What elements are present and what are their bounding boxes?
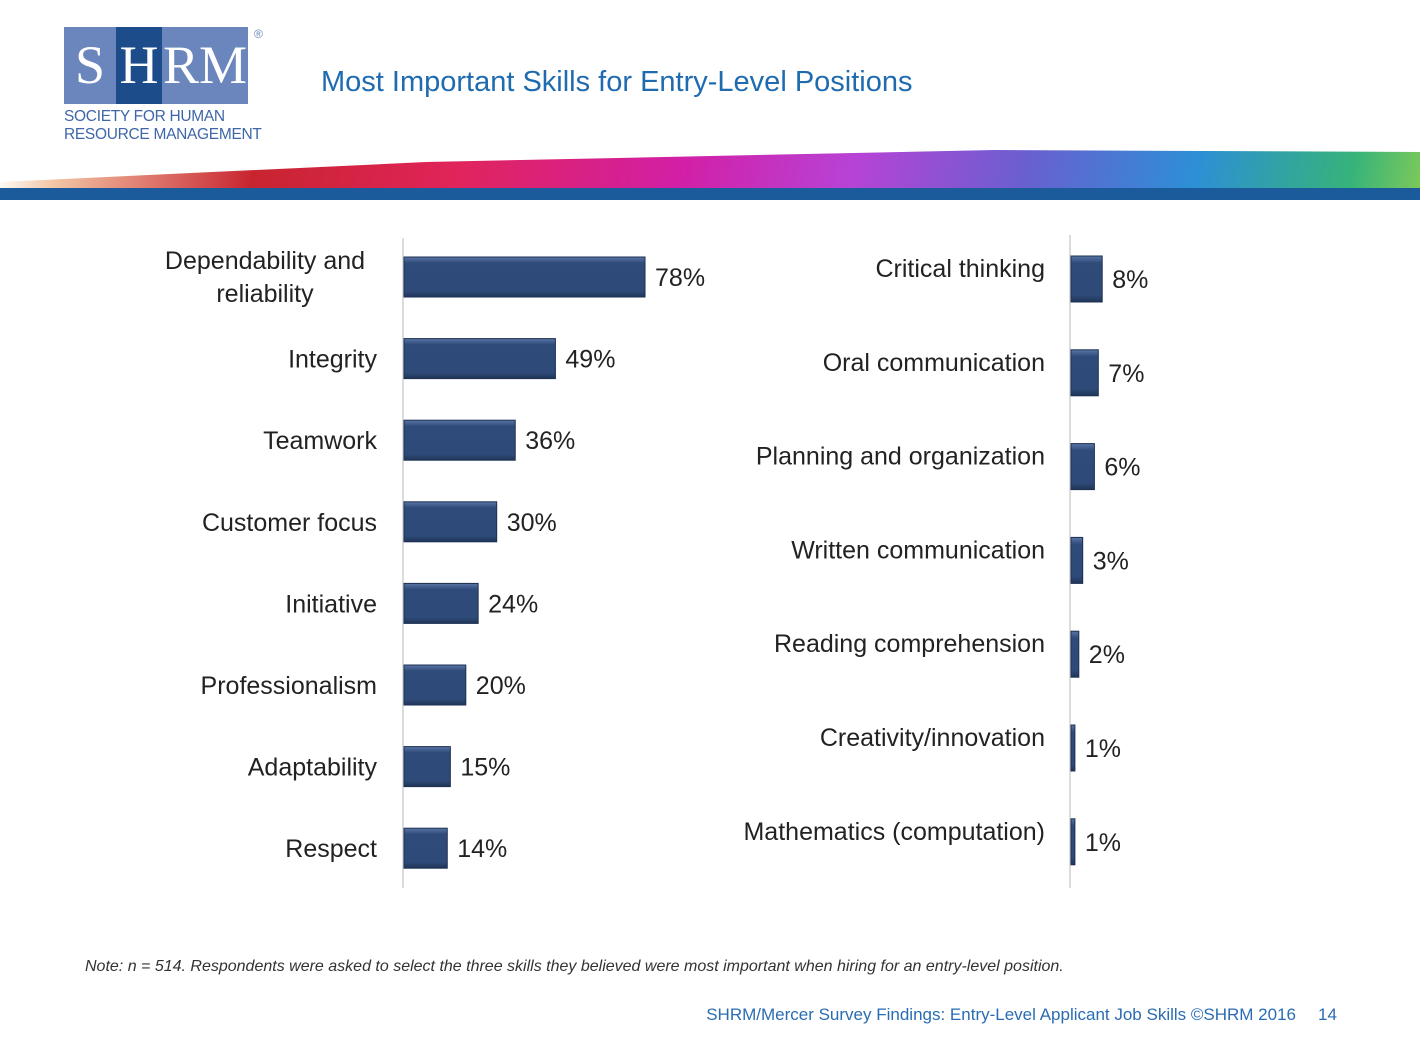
data-label: 30% xyxy=(507,509,557,537)
data-label: 24% xyxy=(488,590,538,618)
data-label: 6% xyxy=(1104,454,1140,482)
category-label: Mathematics (computation) xyxy=(743,818,1045,846)
category-label: Professionalism xyxy=(201,672,377,700)
category-label: Dependability and xyxy=(165,247,365,275)
logo-subtitle-1: SOCIETY FOR HUMAN xyxy=(64,108,225,125)
bar xyxy=(403,501,498,543)
category-label: Critical thinking xyxy=(875,255,1045,283)
data-label: 15% xyxy=(460,754,510,782)
category-label: Written communication xyxy=(791,536,1045,564)
category-label: reliability xyxy=(216,280,314,308)
bar xyxy=(1070,724,1076,772)
category-label: Respect xyxy=(285,835,377,863)
bar xyxy=(1070,818,1076,866)
data-label: 49% xyxy=(565,346,615,374)
category-label: Reading comprehension xyxy=(774,630,1045,658)
shrm-logo: S H RM ® SOCIETY FOR HUMAN RESOURCE MANAGE… xyxy=(64,27,263,143)
bar xyxy=(1070,255,1103,303)
bar xyxy=(1070,349,1099,397)
data-label: 78% xyxy=(655,264,705,292)
page-number: 14 xyxy=(1318,1005,1337,1024)
bar xyxy=(1070,443,1095,491)
data-label: 8% xyxy=(1112,266,1148,294)
category-label: Creativity/innovation xyxy=(820,724,1045,752)
bar xyxy=(403,746,451,788)
bar xyxy=(403,664,467,706)
category-label: Planning and organization xyxy=(756,443,1045,471)
data-label: 1% xyxy=(1085,829,1121,857)
data-label: 1% xyxy=(1085,735,1121,763)
data-label: 3% xyxy=(1093,547,1129,575)
bar xyxy=(403,582,479,624)
logo-subtitle-2: RESOURCE MANAGEMENT xyxy=(64,126,262,143)
category-label: Initiative xyxy=(285,590,377,618)
category-label: Integrity xyxy=(288,346,377,374)
bar xyxy=(403,827,448,869)
bar xyxy=(403,419,516,461)
data-label: 36% xyxy=(525,427,575,455)
data-label: 14% xyxy=(457,835,507,863)
chart-2: 8% Critical thinking 7% Oral communication 6… xyxy=(743,235,1148,888)
data-label: 20% xyxy=(476,672,526,700)
bar xyxy=(1070,630,1080,678)
data-label: 7% xyxy=(1108,360,1144,388)
bar xyxy=(403,256,646,298)
chart-1: 78% Dependability and reliability 49% Integr… xyxy=(165,238,705,888)
header-rule xyxy=(0,188,1420,200)
category-label: Oral communication xyxy=(823,349,1045,377)
category-label: Teamwork xyxy=(263,427,377,455)
category-label: Customer focus xyxy=(202,509,377,537)
page-title: Most Important Skills for Entry-Level Po… xyxy=(321,66,913,98)
category-label: Adaptability xyxy=(248,754,378,782)
data-label: 2% xyxy=(1089,641,1125,669)
footer-source: SHRM/Mercer Survey Findings: Entry-Level… xyxy=(706,1005,1296,1024)
footnote: Note: n = 514. Respondents were asked to… xyxy=(85,958,1064,975)
bar xyxy=(1070,536,1084,584)
bar xyxy=(403,338,556,380)
